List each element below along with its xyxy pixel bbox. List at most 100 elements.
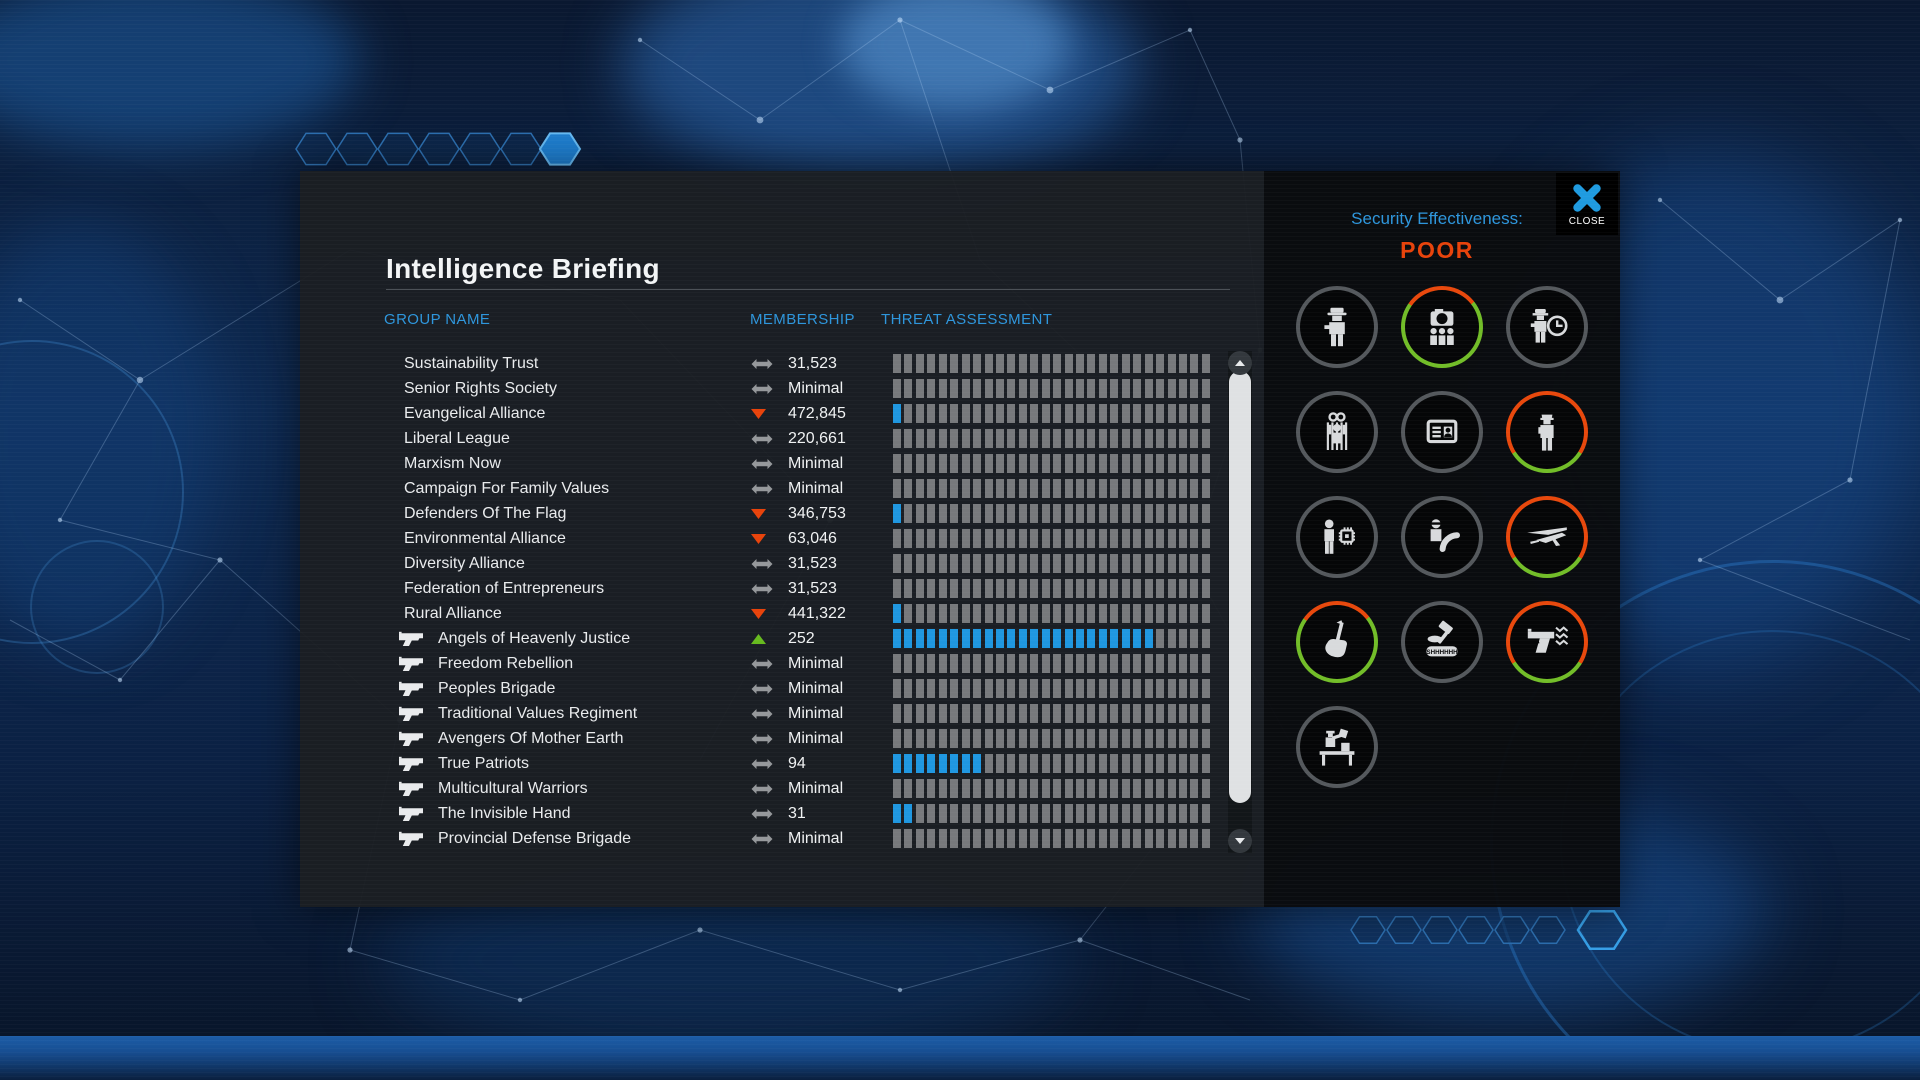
threat-segment: [1133, 704, 1142, 723]
scrollbar-thumb[interactable]: [1229, 371, 1251, 803]
scrollbar[interactable]: [1228, 351, 1252, 853]
stable-arrow-icon: [751, 583, 773, 595]
table-row[interactable]: Marxism Now Minimal: [300, 451, 1228, 476]
threat-segment: [1190, 654, 1199, 673]
scroll-down-button[interactable]: [1228, 829, 1252, 853]
threat-segment: [984, 429, 993, 448]
table-row[interactable]: Freedom Rebellion Minimal: [300, 651, 1228, 676]
threat-segment: [1201, 404, 1210, 423]
threat-segment: [915, 454, 924, 473]
gag-order-icon[interactable]: SHHHHHH: [1401, 601, 1483, 683]
table-row[interactable]: Environmental Alliance 63,046: [300, 526, 1228, 551]
table-row[interactable]: Provincial Defense Brigade Minimal: [300, 826, 1228, 851]
threat-segment: [1064, 354, 1073, 373]
threat-segment: [1178, 504, 1187, 523]
agent-time-icon[interactable]: [1506, 286, 1588, 368]
threat-segment: [1144, 554, 1153, 573]
threat-segment: [1133, 679, 1142, 698]
threat-segment: [904, 404, 913, 423]
threat-segment: [995, 404, 1004, 423]
table-row[interactable]: Campaign For Family Values Minimal: [300, 476, 1228, 501]
table-row[interactable]: True Patriots 94: [300, 751, 1228, 776]
threat-segment: [1098, 354, 1107, 373]
threat-segment: [1053, 629, 1062, 648]
threat-segment: [1167, 429, 1176, 448]
threat-segment: [1007, 454, 1016, 473]
threat-segment: [1053, 479, 1062, 498]
threat-segment: [1121, 704, 1130, 723]
table-row[interactable]: Senior Rights Society Minimal: [300, 376, 1228, 401]
table-row[interactable]: Evangelical Alliance 472,845: [300, 401, 1228, 426]
table-row[interactable]: Rural Alliance 441,322: [300, 601, 1228, 626]
threat-segment: [995, 679, 1004, 698]
threat-segment: [1098, 754, 1107, 773]
table-row[interactable]: Diversity Alliance 31,523: [300, 551, 1228, 576]
protest-fist-icon[interactable]: [1296, 601, 1378, 683]
threat-segment: [1064, 604, 1073, 623]
firearm-discharge-icon[interactable]: [1506, 601, 1588, 683]
threat-segment: [1156, 779, 1165, 798]
threat-segment: [1190, 554, 1199, 573]
table-row[interactable]: Avengers Of Mother Earth Minimal: [300, 726, 1228, 751]
threat-segment: [1121, 729, 1130, 748]
threat-segment: [904, 554, 913, 573]
mass-surveillance-icon[interactable]: [1401, 286, 1483, 368]
threat-segment: [1201, 729, 1210, 748]
indefinite-detention-icon[interactable]: [1296, 391, 1378, 473]
chevron-up-icon: [1235, 360, 1245, 366]
threat-segment: [1190, 804, 1199, 823]
group-name: True Patriots: [438, 755, 529, 772]
threat-segment: [1087, 604, 1096, 623]
drone-icon[interactable]: [1506, 496, 1588, 578]
id-card-icon[interactable]: [1401, 391, 1483, 473]
table-row[interactable]: Traditional Values Regiment Minimal: [300, 701, 1228, 726]
table-row[interactable]: Sustainability Trust 31,523: [300, 351, 1228, 376]
threat-segment: [1064, 529, 1073, 548]
cyber-agent-icon[interactable]: [1296, 496, 1378, 578]
icon-glyph: [1510, 290, 1584, 364]
threat-segment: [1144, 729, 1153, 748]
threat-segment: [1030, 754, 1039, 773]
table-row[interactable]: Liberal League 220,661: [300, 426, 1228, 451]
threat-segment: [1030, 504, 1039, 523]
customs-search-icon[interactable]: [1296, 706, 1378, 788]
threat-segment: [973, 829, 982, 848]
threat-segment: [1144, 804, 1153, 823]
icon-glyph: [1510, 500, 1584, 574]
threat-segment: [950, 404, 959, 423]
threat-segment: [1144, 754, 1153, 773]
table-row[interactable]: The Invisible Hand 31: [300, 801, 1228, 826]
threat-segment: [1121, 354, 1130, 373]
threat-segment: [1098, 404, 1107, 423]
threat-segment: [950, 729, 959, 748]
police-officer-icon[interactable]: [1506, 391, 1588, 473]
table-row[interactable]: Federation of Entrepreneurs 31,523: [300, 576, 1228, 601]
table-row[interactable]: Angels of Heavenly Justice 252: [300, 626, 1228, 651]
close-button[interactable]: CLOSE: [1556, 173, 1618, 235]
group-name: Environmental Alliance: [404, 530, 566, 547]
table-row[interactable]: Peoples Brigade Minimal: [300, 676, 1228, 701]
phone-tap-icon[interactable]: [1401, 496, 1483, 578]
column-header-membership: MEMBERSHIP: [750, 311, 855, 328]
membership-value: Minimal: [788, 655, 844, 672]
pistol-icon: [398, 756, 424, 771]
threat-segment: [973, 679, 982, 698]
undercover-agent-icon[interactable]: [1296, 286, 1378, 368]
threat-segment: [904, 754, 913, 773]
threat-segment: [1110, 354, 1119, 373]
threat-assessment-bar: [893, 579, 1210, 598]
threat-segment: [927, 504, 936, 523]
scroll-up-button[interactable]: [1228, 351, 1252, 375]
threat-segment: [927, 804, 936, 823]
table-row[interactable]: Defenders Of The Flag 346,753: [300, 501, 1228, 526]
threat-segment: [1007, 679, 1016, 698]
table-row[interactable]: Multicultural Warriors Minimal: [300, 776, 1228, 801]
threat-segment: [1007, 479, 1016, 498]
threat-segment: [961, 429, 970, 448]
threat-segment: [1190, 829, 1199, 848]
threat-segment: [1053, 779, 1062, 798]
membership-value: 63,046: [788, 530, 837, 547]
threat-segment: [1201, 354, 1210, 373]
threat-segment: [1110, 479, 1119, 498]
threat-segment: [927, 829, 936, 848]
